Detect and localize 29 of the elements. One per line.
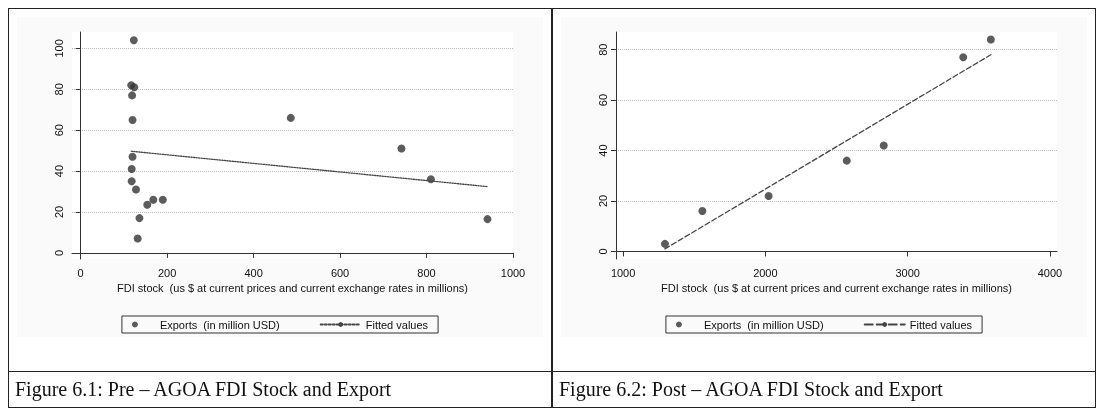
y-tick-label: 60 — [52, 124, 65, 137]
legend-label: Fitted values — [909, 318, 973, 331]
caption: Figure 6.1: Pre – AGOA FDI Stock and Export — [9, 371, 551, 407]
caption: Figure 6.2: Post – AGOA FDI Stock and Export — [553, 371, 1095, 407]
legend-label: Exports (in million USD) — [159, 318, 280, 331]
x-tick-label: 2000 — [753, 266, 778, 279]
x-tick-label: 0 — [77, 266, 84, 279]
y-tick-label: 20 — [52, 205, 65, 219]
y-tick-label: 60 — [596, 93, 609, 107]
y-tick-label: 0 — [596, 248, 609, 255]
x-tick-label: 3000 — [895, 266, 920, 279]
x-axis-title: FDI stock (us $ at current prices and current exchange rates in millions) — [661, 282, 1012, 295]
x-tick-label: 200 — [157, 266, 177, 279]
x-tick-label: 600 — [330, 266, 350, 279]
y-tick-label: 20 — [596, 194, 609, 208]
y-tick-label: 80 — [596, 43, 609, 56]
y-tick-label: 80 — [52, 83, 65, 96]
y-tick-label: 40 — [596, 144, 609, 157]
y-tick-label: 100 — [52, 39, 65, 58]
legend-label: Exports (in million USD) — [703, 318, 824, 331]
x-tick-label: 4000 — [1037, 266, 1063, 279]
x-tick-label: 1000 — [500, 266, 526, 279]
x-axis-title: FDI stock (us $ at current prices and current exchange rates in millions) — [117, 282, 468, 295]
x-tick-label: 1000 — [610, 266, 636, 279]
legend-label: Fitted values — [365, 318, 429, 331]
y-tick-label: 40 — [52, 164, 65, 178]
y-tick-label: 0 — [52, 249, 65, 256]
x-tick-label: 400 — [244, 266, 263, 279]
x-tick-label: 800 — [417, 266, 436, 279]
